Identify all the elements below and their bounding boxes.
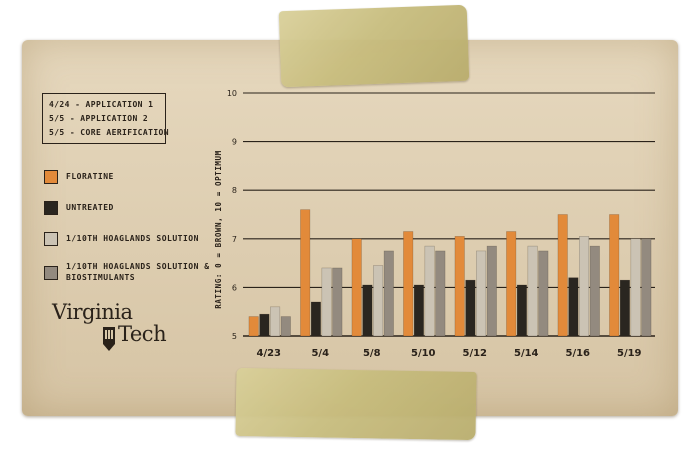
bar [373,265,384,337]
legend-label-floratine: FLORATINE [66,172,114,181]
y-axis-label: RATING: 0 = BROWN, 10 = OPTIMUM [214,150,223,309]
x-category-label: 5/8 [363,348,381,359]
bar [310,301,321,337]
bar [321,267,332,337]
bar [383,250,394,337]
chart-x-labels: 4/23 5/4 5/8 5/10 5/12 5/14 5/16 5/19 [256,348,641,359]
x-category-label: 5/4 [311,348,329,359]
bar [506,231,517,337]
bar [280,316,291,337]
x-category-label: 5/19 [617,348,642,359]
bar [435,250,446,337]
virginia-tech-logo: Virginia Tech [52,300,192,360]
x-category-label: 5/16 [565,348,590,359]
x-category-label: 5/10 [411,348,436,359]
bar [362,284,373,337]
y-tick-label: 8 [232,186,237,195]
legend-label-hoaglands: 1/10TH HOAGLANDS SOLUTION [66,234,199,243]
bar [248,316,259,337]
bar [403,231,414,337]
bar [351,238,362,337]
bar [527,245,538,337]
x-category-label: 5/14 [514,348,539,359]
bar [454,236,465,337]
bar [465,279,476,337]
x-category-label: 5/12 [462,348,487,359]
bar [630,238,641,337]
legend-swatch-hoaglands-bio [44,266,58,280]
y-tick-label: 10 [227,89,237,98]
schedule-box: 4/24 - APPLICATION 1 5/5 - APPLICATION 2… [42,93,169,144]
schedule-line-3: 5/5 - CORE AERIFICATION [49,128,169,137]
schedule-line-2: 5/5 - APPLICATION 2 [49,114,149,123]
bar [413,284,424,337]
y-tick-label: 6 [232,283,237,292]
tape-bottom [235,367,477,441]
y-tick-label: 9 [232,138,237,147]
shield-icon [103,327,115,351]
legend-swatch-floratine [44,170,58,184]
bar [424,245,435,337]
bar [259,313,270,337]
bar [516,284,527,337]
schedule-line-1: 4/24 - APPLICATION 1 [49,100,154,109]
bar [270,306,281,337]
legend-label-untreated: UNTREATED [66,203,114,212]
legend-swatch-hoaglands [44,232,58,246]
bar [476,250,487,337]
y-tick-label: 5 [232,332,237,341]
bar [641,238,652,337]
chart-bars [248,209,652,337]
bar [486,245,497,337]
bar [557,214,568,337]
bar [609,214,620,337]
bar [538,250,549,337]
legend-label-hoaglands-bio: 1/10TH HOAGLANDS SOLUTION & BIOSTIMULANT… [66,262,210,282]
y-tick-label: 7 [232,235,237,244]
legend-swatch-untreated [44,201,58,215]
logo-line-virginia: Virginia [52,300,133,324]
bar [332,267,343,337]
x-category-label: 4/23 [256,348,281,359]
paper-card [22,40,678,416]
bar [579,236,590,337]
logo-line-tech: Tech [118,322,167,346]
bar [300,209,311,337]
bar [568,277,579,337]
bar [589,245,600,337]
chart-y-ticks: 5 6 7 8 9 10 [227,89,237,341]
bar [619,279,630,337]
